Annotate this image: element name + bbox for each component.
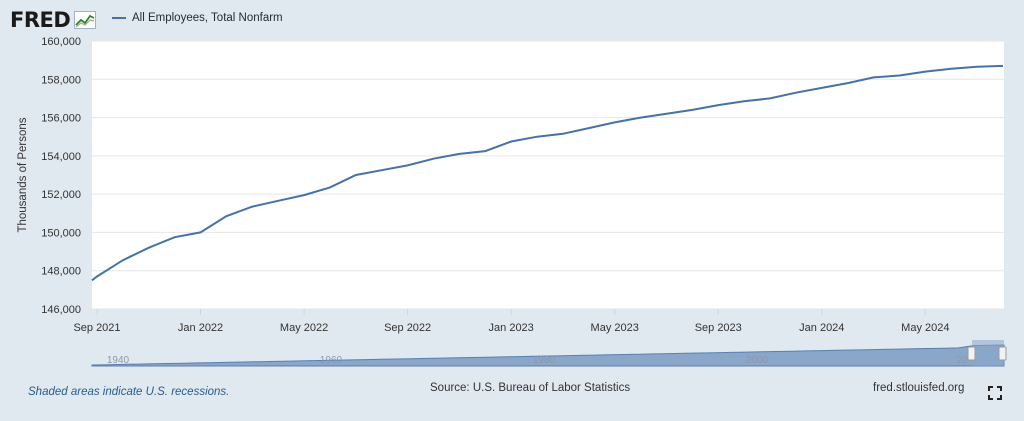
navigator[interactable]: 1940 1960 1980 2000 20 xyxy=(91,340,1007,367)
y-tick-label: 150,000 xyxy=(41,227,81,239)
navigator-label: 1960 xyxy=(320,355,343,366)
x-tick-label: Sep 2022 xyxy=(384,322,431,334)
x-tick-label: Jan 2022 xyxy=(178,322,223,334)
y-tick-label: 146,000 xyxy=(41,304,81,316)
plot-area xyxy=(92,41,1004,309)
recession-note: Shaded areas indicate U.S. recessions. xyxy=(28,386,230,398)
legend-swatch xyxy=(112,17,126,19)
navigator-label: 2000 xyxy=(746,355,769,366)
navigator-series-area xyxy=(91,344,1005,367)
y-axis-title: Thousands of Persons xyxy=(17,117,29,232)
y-tick-label: 148,000 xyxy=(41,266,81,278)
navigator-label: 1940 xyxy=(107,355,130,366)
x-tick-label: Jan 2024 xyxy=(799,322,844,334)
fred-logo-text: FRED xyxy=(10,8,71,32)
x-axis-tick-labels: Sep 2021 Jan 2022 May 2022 Sep 2022 Jan 2023… xyxy=(73,309,949,334)
x-tick-label: Jan 2023 xyxy=(489,322,534,334)
chart-legend[interactable]: All Employees, Total Nonfarm xyxy=(112,12,283,24)
y-tick-label: 156,000 xyxy=(41,113,81,125)
legend-label: All Employees, Total Nonfarm xyxy=(132,12,283,24)
navigator-labels: 1940 1960 1980 2000 20 xyxy=(107,355,968,366)
series-line-all-employees[interactable] xyxy=(91,64,1004,282)
y-tick-label: 152,000 xyxy=(41,189,81,201)
navigator-label: 1980 xyxy=(533,355,556,366)
site-link[interactable]: fred.stlouisfed.org xyxy=(873,382,965,394)
y-tick-label: 154,000 xyxy=(41,151,81,163)
y-tick-label: 158,000 xyxy=(41,74,81,86)
navigator-right-handle[interactable] xyxy=(998,346,1007,361)
grid-lines xyxy=(92,40,1004,310)
x-tick-label: May 2022 xyxy=(280,322,328,334)
y-tick-label: 160,000 xyxy=(41,36,81,48)
fred-logo[interactable]: FRED xyxy=(10,8,97,32)
navigator-label: 20 xyxy=(956,355,968,366)
source-note: Source: U.S. Bureau of Labor Statistics xyxy=(430,382,631,394)
x-tick-label: Sep 2023 xyxy=(695,322,742,334)
navigator-left-handle[interactable] xyxy=(967,346,976,361)
x-tick-label: May 2023 xyxy=(591,322,639,334)
x-tick-label: Sep 2021 xyxy=(73,322,120,334)
x-tick-label: May 2024 xyxy=(901,322,949,334)
fullscreen-icon[interactable] xyxy=(988,386,1002,400)
y-axis-tick-labels: 146,000 148,000 150,000 152,000 154,000 156,0… xyxy=(41,36,81,316)
fred-chart-logo-icon xyxy=(74,11,97,29)
